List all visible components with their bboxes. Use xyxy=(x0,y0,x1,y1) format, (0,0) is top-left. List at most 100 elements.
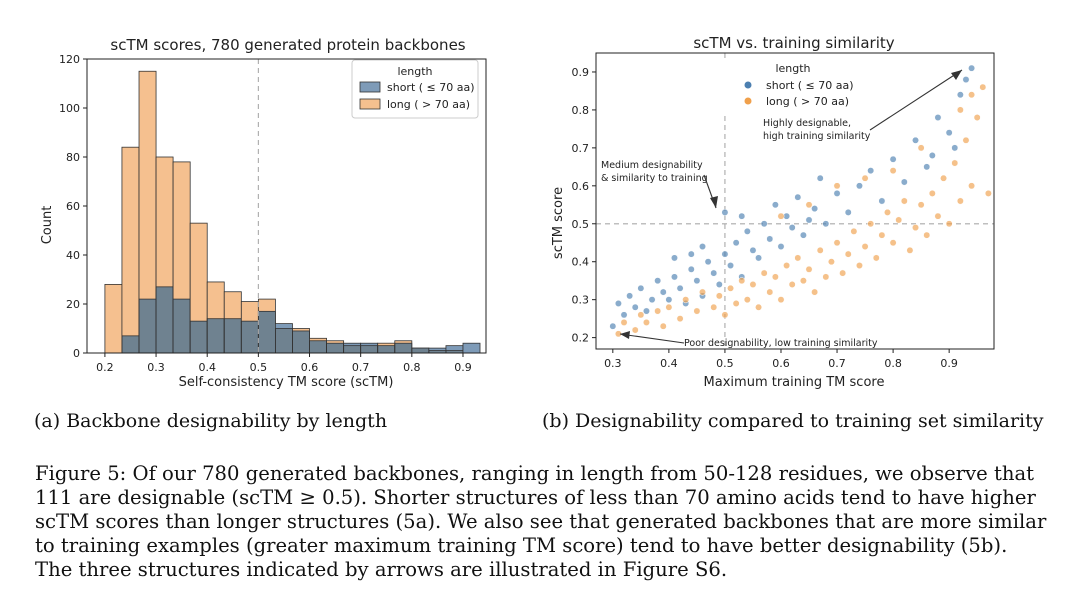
scatter-point-long-52 xyxy=(934,212,942,220)
scatter-point-long-33 xyxy=(827,258,835,266)
scatter-point-long-53 xyxy=(940,174,947,182)
hist-bar-long-1 xyxy=(121,147,140,336)
scatter-point-short-32 xyxy=(788,224,796,232)
hist-bar-long-13 xyxy=(326,340,344,344)
hist-bar-long-7 xyxy=(224,291,242,319)
scatter-point-long-56 xyxy=(956,197,964,205)
scatter-point-short-54 xyxy=(928,152,936,159)
scatter-point-short-36 xyxy=(811,205,819,213)
hist-bar-overlap-7 xyxy=(224,318,242,353)
scatter-point-short-34 xyxy=(799,231,807,239)
scatter-point-long-63 xyxy=(968,91,976,99)
scatter-point-short-57 xyxy=(738,212,746,220)
histogram-legend-short-swatch xyxy=(359,81,381,93)
scatter-point-long-61 xyxy=(984,189,992,197)
scatter-point-long-9 xyxy=(682,296,690,304)
hist-bar-long-16 xyxy=(377,343,395,346)
scatter-point-long-24 xyxy=(777,296,785,304)
scatter-xtick-label-1: 0.4 xyxy=(660,357,678,370)
scatter-point-long-62 xyxy=(956,106,964,114)
subcaption-b: (b) Designability compared to training s… xyxy=(542,410,1044,432)
scatter-point-long-19 xyxy=(749,281,757,288)
scatter-point-long-8 xyxy=(676,315,684,323)
scatter-point-short-6 xyxy=(643,307,650,315)
scatter-point-short-15 xyxy=(693,277,701,285)
scatter-point-short-53 xyxy=(951,144,959,152)
scatter-point-long-42 xyxy=(878,231,886,239)
scatter-point-short-49 xyxy=(945,129,953,137)
hist-bar-long-2 xyxy=(139,71,157,300)
scatter-point-short-3 xyxy=(626,292,634,300)
scatter-xtick-label-5: 0.8 xyxy=(884,357,902,370)
hist-bar-overlap-4 xyxy=(173,299,191,353)
annotation-medium-line2: & similarity to training xyxy=(601,173,708,184)
scatter-ytick-label-1: 0.3 xyxy=(572,294,590,307)
scatter-point-short-21 xyxy=(727,262,734,269)
hist-xtick-label-2: 0.4 xyxy=(198,361,216,374)
caption-line-3: scTM scores than longer structures (5a).… xyxy=(35,510,1047,533)
scatter-point-short-44 xyxy=(889,155,897,163)
scatter-point-long-32 xyxy=(822,273,830,281)
hist-bar-short-15 xyxy=(360,343,378,346)
scatter-point-short-8 xyxy=(654,277,662,285)
scatter-point-long-22 xyxy=(766,288,774,296)
scatter-legend-title: length xyxy=(775,62,810,75)
hist-bar-overlap-18 xyxy=(411,348,429,353)
scatter-point-short-52 xyxy=(962,76,970,84)
hist-xtick-label-6: 0.8 xyxy=(403,361,421,374)
scatter-point-short-5 xyxy=(637,284,645,292)
hist-bar-long-17 xyxy=(394,340,412,344)
hist-bar-overlap-11 xyxy=(292,330,310,353)
scatter-legend-short-marker xyxy=(744,81,752,89)
scatter-point-short-2 xyxy=(620,311,628,319)
hist-bar-short-20 xyxy=(445,345,463,351)
scatter-point-short-20 xyxy=(721,250,729,258)
histogram-legend-long-swatch xyxy=(359,98,381,110)
scatter-point-long-25 xyxy=(783,262,791,269)
annotation-high-arrow xyxy=(869,69,963,131)
scatter-point-short-58 xyxy=(671,254,678,262)
scatter-ytick-label-6: 0.8 xyxy=(572,104,590,117)
scatter-point-long-59 xyxy=(973,114,981,121)
hist-xtick-label-4: 0.6 xyxy=(301,361,319,374)
scatter-point-long-47 xyxy=(906,246,914,254)
scatter-ytick-label-5: 0.7 xyxy=(572,142,590,155)
annotation-high-arrowhead xyxy=(951,70,962,80)
annotation-poor-label: Poor designability, low training similar… xyxy=(684,338,878,349)
scatter-point-short-39 xyxy=(833,189,841,197)
scatter-point-short-30 xyxy=(777,243,785,250)
scatter-point-long-43 xyxy=(884,208,891,216)
scatter-point-short-50 xyxy=(956,91,964,99)
scatter-point-long-20 xyxy=(755,303,763,311)
scatter-point-short-9 xyxy=(659,288,667,296)
scatter-legend-short-label: short ( ≤ 70 aa) xyxy=(766,79,854,92)
scatter-point-short-51 xyxy=(968,64,976,72)
hist-bar-short-14 xyxy=(343,343,361,346)
scatter-point-long-2 xyxy=(631,326,639,334)
scatter-point-long-44 xyxy=(889,239,897,247)
histogram-legend-short-label: short ( ≤ 70 aa) xyxy=(387,81,475,94)
scatter-xlabel: Maximum training TM score xyxy=(704,375,885,390)
scatter-point-short-18 xyxy=(710,269,718,277)
hist-ytick-label-5: 100 xyxy=(59,102,80,115)
scatter-point-long-36 xyxy=(844,250,852,258)
scatter-point-long-27 xyxy=(794,254,802,262)
scatter-point-short-27 xyxy=(760,220,768,228)
hist-bar-overlap-15 xyxy=(360,345,378,353)
scatter-point-long-49 xyxy=(917,201,925,209)
scatter-point-short-41 xyxy=(856,182,863,190)
scatter-point-short-28 xyxy=(766,235,774,243)
scatter-point-long-14 xyxy=(721,311,729,319)
figure-caption: Figure 5: Of our 780 generated backbones… xyxy=(35,462,1055,582)
subcaption-a: (a) Backbone designability by length xyxy=(34,410,388,432)
scatter-point-long-64 xyxy=(777,212,785,220)
scatter-point-long-30 xyxy=(811,288,819,296)
hist-bar-long-4 xyxy=(173,161,191,300)
histogram-legend-title: length xyxy=(397,65,432,78)
scatter-point-short-4 xyxy=(631,303,639,311)
scatter-point-long-15 xyxy=(727,284,734,292)
scatter-point-short-55 xyxy=(721,208,729,216)
scatter-chart: scTM vs. training similarity 0.3 0.4 0.5 0.… xyxy=(551,34,995,390)
hist-ytick-label-2: 40 xyxy=(66,249,80,262)
scatter-point-long-45 xyxy=(895,216,903,224)
